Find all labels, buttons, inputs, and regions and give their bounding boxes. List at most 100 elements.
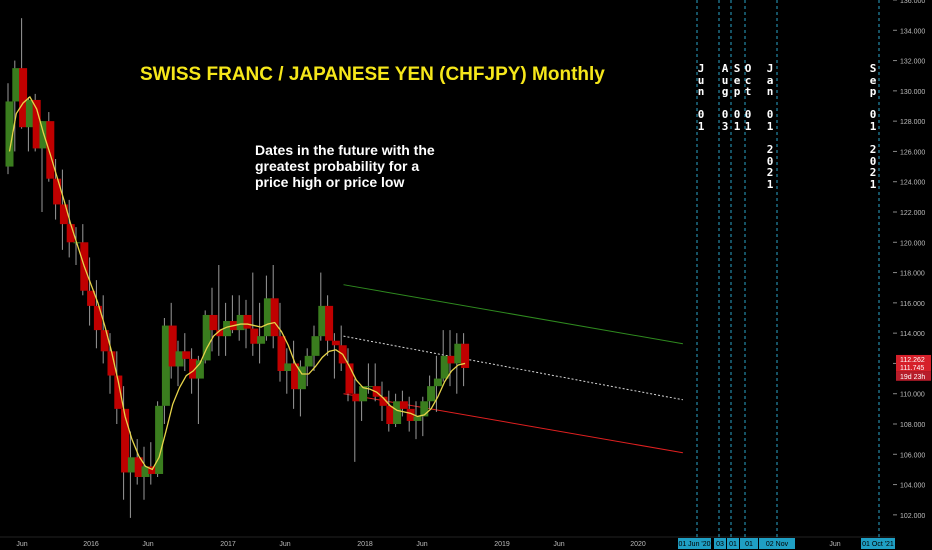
candle-body (189, 358, 198, 379)
price-tick-label: 126.000 (900, 149, 925, 156)
future-date-tag-bg (727, 538, 739, 549)
price-label: 111.745 (900, 365, 924, 372)
price-tick-label: 132.000 (900, 59, 925, 66)
candle-body (250, 328, 259, 344)
candle-body (148, 466, 157, 474)
candle-body (216, 330, 225, 337)
candle-body (182, 351, 191, 359)
candle-body (304, 355, 313, 367)
candle-body (53, 178, 62, 205)
price-tick-label: 136.000 (900, 0, 925, 5)
future-date-tag-bg (740, 538, 758, 549)
price-label: 112.262 (900, 357, 925, 364)
candle-body (454, 343, 463, 364)
candle-body (379, 396, 388, 406)
candle-body (243, 314, 252, 329)
time-tick-label: 2016 (83, 541, 99, 548)
candle-body (297, 366, 306, 390)
candle-body (19, 68, 28, 128)
future-date-label: A u g 0 3 (721, 62, 729, 133)
candle-body (461, 343, 470, 368)
candle-body (433, 378, 442, 387)
time-tick-label: 2020 (630, 541, 646, 548)
moving-average (8, 95, 466, 471)
price-tick-label: 116.000 (900, 301, 925, 308)
candle-body (32, 99, 41, 149)
candle-body (359, 386, 368, 402)
candle-body (100, 330, 109, 352)
price-label: 19d 23h (900, 374, 925, 381)
candle-body (168, 325, 177, 367)
candles (5, 18, 470, 518)
time-tick-label: Jun (553, 541, 564, 548)
time-axis-date-tag: 01 Oct '21 (862, 541, 894, 548)
candle-body (270, 298, 279, 337)
candle-body (134, 457, 143, 477)
price-axis[interactable]: 102.000104.000106.000108.000110.000112.0… (893, 0, 932, 550)
future-date-label: J u n 0 1 (697, 62, 705, 133)
price-tick-label: 124.000 (900, 180, 925, 187)
candle-body (12, 68, 21, 102)
chart-annotation: Dates in the future with the greatest pr… (255, 142, 485, 190)
candle-body (5, 101, 14, 167)
candle-body (161, 325, 170, 406)
price-tick-label: 110.000 (900, 392, 925, 399)
future-date-tag: 01 (745, 541, 753, 548)
candle-body (277, 336, 286, 371)
candle-body (263, 298, 272, 337)
candle-body (127, 457, 136, 473)
price-tick-label: 128.000 (900, 119, 925, 126)
future-date-label: J a n 0 1 2 0 2 1 (766, 62, 774, 191)
time-tick-label: Jun (142, 541, 153, 548)
candle-body (406, 408, 415, 421)
future-date-label: S e p 0 1 2 0 2 1 (869, 62, 877, 191)
time-tick-label: 2018 (357, 541, 373, 548)
annotation-line: price high or price low (255, 174, 405, 190)
time-tick-label: 2017 (220, 541, 236, 548)
candle-body (73, 242, 82, 244)
trend-lines (343, 284, 683, 454)
price-tick-label: 122.000 (900, 210, 925, 217)
candle-body (46, 121, 55, 179)
candle-body (447, 355, 456, 364)
candle-body (325, 305, 334, 341)
future-date-tag: 01 (729, 541, 737, 548)
future-date-tag: 03 (716, 541, 724, 548)
price-tick-label: 118.000 (900, 271, 925, 278)
future-date-tag-bg (714, 538, 726, 549)
price-label-bg (896, 371, 931, 381)
time-tick-label: Jun (279, 541, 290, 548)
time-tick-label: Jun (416, 541, 427, 548)
moving-average-line (8, 95, 466, 471)
candle-body (59, 204, 68, 225)
candle-body (331, 340, 340, 346)
time-axis[interactable]: Jun2016Jun2017Jun2018Jun2019Jun2020JunJu… (0, 536, 895, 549)
candle-body (209, 314, 218, 331)
candle-body (114, 375, 123, 409)
candle-body (311, 336, 320, 356)
candle-body (440, 355, 449, 379)
future-date-tag-bg (759, 538, 795, 549)
candle-body (155, 405, 164, 474)
price-tick-label: 114.000 (900, 331, 925, 338)
candle-body (175, 351, 184, 367)
chart-title: SWISS FRANC / JAPANESE YEN (CHFJPY) Mont… (140, 64, 605, 85)
future-date-tag-bg (678, 538, 711, 549)
candle-body (93, 305, 102, 331)
future-date-label: O c t 0 1 (744, 62, 752, 133)
candle-body (413, 416, 422, 421)
candle-body (107, 351, 116, 376)
price-tick-label: 120.000 (900, 240, 925, 247)
price-tick-label: 130.000 (900, 89, 925, 96)
candle-body (87, 290, 96, 306)
candle-body (25, 99, 34, 128)
future-date-tag: 01 Jun '20 (678, 541, 710, 548)
future-date-tag: 02 Nov (766, 541, 789, 548)
price-tick-label: 106.000 (900, 452, 925, 459)
annotation-line: greatest probability for a (255, 158, 420, 174)
price-tick-label: 102.000 (900, 513, 925, 520)
price-axis-bg (895, 0, 932, 550)
time-tick-label: Jun (829, 541, 840, 548)
